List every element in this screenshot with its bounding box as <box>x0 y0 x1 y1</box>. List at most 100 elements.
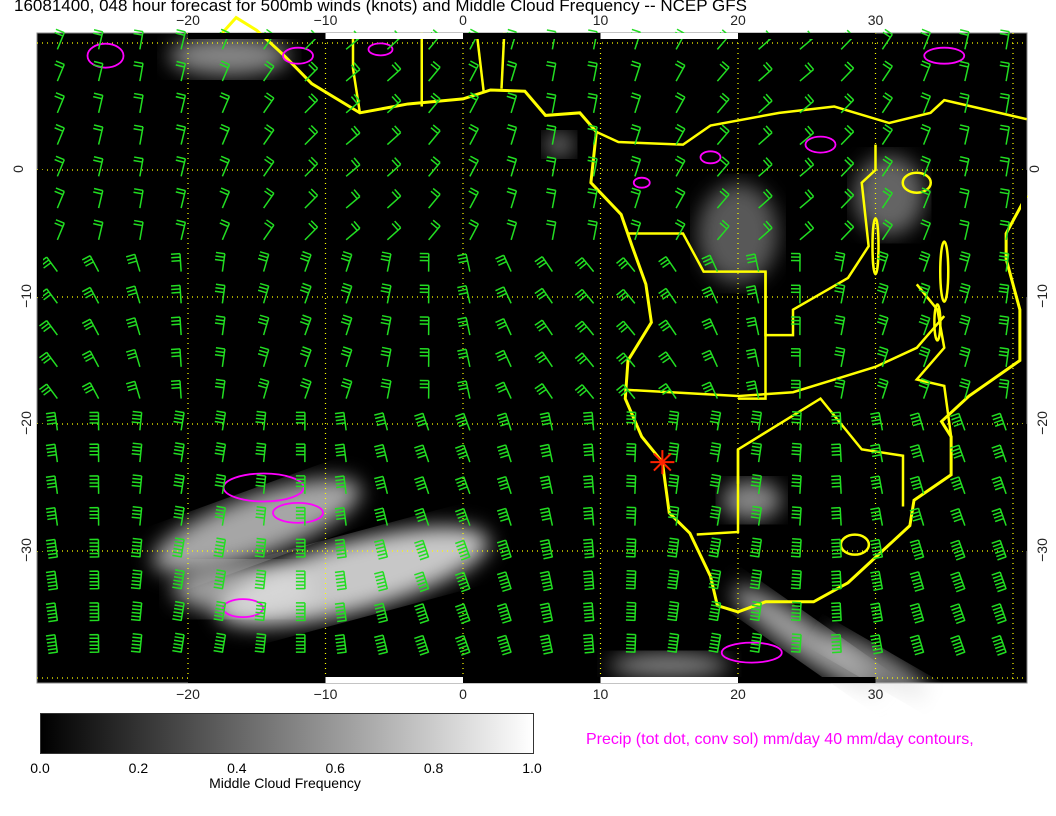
wind-barb <box>175 124 187 145</box>
wind-barb <box>790 284 801 304</box>
wind-barb <box>583 570 595 591</box>
wind-barb <box>334 634 347 654</box>
wind-barb <box>877 282 889 304</box>
wind-barb <box>998 315 1010 336</box>
wind-barb <box>630 92 642 114</box>
wind-barb <box>93 60 104 82</box>
wind-barb <box>254 632 267 653</box>
wind-barb <box>749 569 763 590</box>
wind-barb <box>89 538 100 558</box>
wind-barb <box>539 412 554 431</box>
wind-barb <box>506 219 518 241</box>
wind-barb <box>998 347 1010 367</box>
wind-barb <box>295 506 306 526</box>
wind-barb <box>831 570 842 590</box>
wind-barb <box>213 569 227 590</box>
wind-barb <box>45 507 59 526</box>
lon-tick-top: −20 <box>176 12 200 28</box>
wind-barb <box>428 156 441 177</box>
wind-barb <box>959 378 971 399</box>
wind-barb <box>539 507 554 526</box>
lat-tick-left: −30 <box>17 538 34 562</box>
wind-barb <box>583 602 595 622</box>
wind-barb <box>414 476 430 495</box>
wind-barb <box>380 283 392 304</box>
wind-barb <box>130 537 143 558</box>
wind-barb <box>583 506 595 526</box>
wind-barb <box>758 220 773 241</box>
wind-barb <box>380 251 392 272</box>
wind-barb <box>534 383 553 400</box>
wind-barb <box>54 92 65 114</box>
wind-barb <box>630 123 642 145</box>
wind-barb <box>263 60 275 82</box>
wind-barb <box>799 220 815 241</box>
wind-barb <box>998 378 1010 399</box>
wind-barb <box>758 93 773 114</box>
wind-barb <box>920 60 932 82</box>
wind-barb <box>881 92 893 114</box>
wind-barb <box>345 157 361 177</box>
wind-barb <box>909 507 925 526</box>
wind-barb <box>340 282 353 304</box>
wind-barb <box>716 188 730 209</box>
wind-barb <box>799 125 815 146</box>
wind-barb <box>468 123 479 145</box>
wind-barb <box>81 350 100 368</box>
wind-barb <box>587 156 598 177</box>
wind-barb <box>455 571 471 593</box>
wind-barb <box>546 92 557 113</box>
wind-barb <box>170 316 182 336</box>
wind-barb <box>626 474 637 494</box>
wind-barb <box>881 155 893 177</box>
wind-barb <box>214 473 227 494</box>
wind-barb <box>170 252 182 272</box>
wind-barb <box>214 315 226 336</box>
colorbar-tick: 0.8 <box>423 760 444 776</box>
wind-barb <box>709 505 722 526</box>
wind-barb <box>834 283 846 304</box>
wind-barb <box>340 250 353 272</box>
wind-barb <box>219 92 231 114</box>
colorbar-tick: 0.0 <box>30 760 50 776</box>
wind-barb <box>546 61 557 82</box>
wind-barb <box>539 570 554 592</box>
wind-barb <box>909 571 925 592</box>
wind-barb <box>991 539 1007 561</box>
lat-tick-left: −20 <box>17 411 34 435</box>
wind-barb <box>630 60 642 82</box>
wind-barb <box>419 379 430 399</box>
wind-barb <box>668 410 680 431</box>
wind-barb <box>214 378 226 399</box>
wind-barb <box>175 156 187 177</box>
wind-barb <box>881 28 893 50</box>
wind-barb <box>219 187 231 209</box>
wind-barb <box>991 412 1007 431</box>
wind-barb <box>213 632 227 653</box>
wind-barb <box>870 538 884 560</box>
wind-barb <box>255 410 267 431</box>
wind-barb <box>539 634 554 655</box>
wind-barb <box>419 316 430 336</box>
wind-barb <box>506 92 518 114</box>
wind-barb <box>630 219 642 241</box>
wind-barb <box>386 125 402 146</box>
wind-barb <box>45 634 59 655</box>
wind-barb <box>374 634 389 656</box>
wind-barb <box>93 29 104 50</box>
wind-barb <box>674 123 686 145</box>
wind-barb <box>667 569 680 590</box>
wind-barb <box>991 444 1007 463</box>
wind-barb <box>455 634 471 656</box>
wind-barb <box>304 124 319 146</box>
wind-barb <box>881 60 893 82</box>
wind-barb <box>414 444 430 463</box>
wind-barb <box>45 538 59 559</box>
wind-barb <box>918 250 931 272</box>
wind-barb <box>81 255 100 272</box>
wind-barb <box>877 346 889 368</box>
wind-barb <box>909 539 925 561</box>
wind-barb <box>877 377 889 399</box>
wind-barb <box>45 570 59 591</box>
wind-barb <box>918 346 931 368</box>
